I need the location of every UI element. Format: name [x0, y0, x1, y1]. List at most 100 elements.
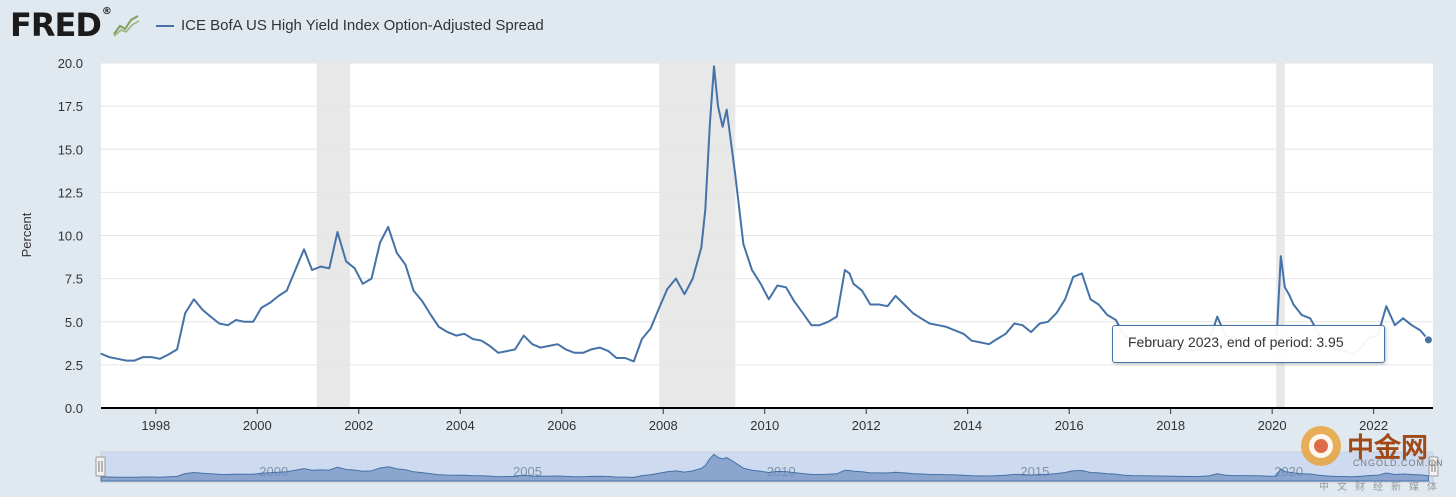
data-point — [260, 307, 263, 309]
chart-header: FRED® ICE BofA US High Yield Index Optio… — [0, 0, 1456, 54]
data-point — [675, 277, 677, 280]
data-point — [1021, 324, 1024, 326]
data-point — [1385, 305, 1388, 307]
data-point — [480, 340, 483, 342]
data-point — [108, 356, 110, 358]
data-point — [167, 353, 170, 356]
fred-graph-icon — [112, 12, 142, 38]
data-point — [252, 321, 254, 323]
data-point — [1005, 333, 1007, 335]
data-point — [573, 352, 576, 354]
tooltip-value: 3.95 — [1316, 334, 1344, 350]
data-point — [362, 283, 364, 285]
data-point — [472, 338, 474, 340]
series-line[interactable] — [100, 65, 1430, 363]
data-point — [971, 340, 973, 342]
x-axis-ticks: 1998 2000 2002 2004 2006 2008 2010 2012 2014 2016… — [141, 408, 1388, 433]
watermark-slogan: 中文财经新媒体 — [1319, 482, 1445, 493]
data-point — [176, 348, 178, 351]
data-point — [193, 298, 195, 301]
data-point — [522, 334, 525, 337]
data-point — [1030, 331, 1032, 333]
data-point — [311, 269, 313, 271]
data-point — [1064, 298, 1066, 301]
data-point — [928, 322, 931, 325]
y-tick-label: 0.0 — [65, 401, 83, 416]
data-point — [1013, 322, 1016, 325]
data-point — [1300, 314, 1303, 316]
legend-swatch — [156, 24, 174, 27]
data-point — [446, 331, 449, 333]
data-point — [117, 358, 119, 360]
x-tick-label: 2004 — [446, 418, 475, 433]
data-point — [345, 260, 347, 263]
hover-marker — [1423, 335, 1433, 345]
data-point — [979, 341, 982, 344]
fred-logo-text: FRED — [10, 6, 102, 44]
data-point — [497, 352, 500, 354]
y-tick-label: 17.5 — [58, 99, 83, 114]
data-point — [818, 324, 821, 326]
x-tick-label: 2014 — [953, 418, 982, 433]
data-point — [1284, 286, 1286, 288]
data-point — [912, 312, 914, 314]
data-point — [218, 322, 220, 325]
data-point — [1072, 276, 1074, 278]
data-point — [396, 252, 398, 254]
data-point — [607, 350, 610, 352]
data-point — [565, 348, 567, 351]
data-point — [590, 348, 592, 351]
data-point — [1394, 324, 1396, 326]
data-point — [286, 290, 288, 292]
data-point — [556, 343, 559, 345]
data-point — [852, 283, 855, 285]
data-point — [354, 267, 356, 269]
y-tick-label: 10.0 — [58, 229, 83, 244]
data-point — [844, 269, 846, 271]
data-point — [725, 108, 728, 111]
data-point — [370, 277, 373, 280]
x-tick-label: 2018 — [1156, 418, 1185, 433]
fred-logo[interactable]: FRED® — [10, 6, 112, 44]
navigator-handle-left[interactable] — [95, 456, 106, 477]
x-tick-label: 2010 — [750, 418, 779, 433]
watermark-url: CNGOLD.COM.CN — [1353, 458, 1444, 468]
data-point — [827, 321, 829, 323]
data-point — [438, 326, 440, 328]
data-point — [633, 360, 635, 363]
data-point — [184, 312, 186, 314]
data-point — [531, 343, 534, 345]
data-point — [768, 298, 770, 301]
data-point — [836, 315, 838, 318]
data-point — [142, 356, 144, 358]
data-point — [878, 303, 880, 306]
legend[interactable]: ICE BofA US High Yield Index Option-Adju… — [156, 17, 544, 34]
data-point — [1106, 314, 1108, 316]
data-point — [1288, 293, 1290, 295]
data-point — [1055, 312, 1058, 314]
data-point — [920, 317, 922, 319]
data-point — [861, 290, 863, 292]
y-tick-label: 15.0 — [58, 142, 83, 157]
data-point — [421, 300, 423, 302]
data-point — [294, 269, 297, 271]
data-point — [303, 248, 305, 250]
data-point — [1410, 324, 1413, 326]
data-point — [615, 357, 618, 359]
data-point — [1047, 321, 1049, 323]
data-point — [328, 267, 331, 269]
data-point — [1097, 303, 1100, 306]
data-point — [869, 303, 871, 306]
data-point — [945, 326, 948, 328]
navigator-handle-right[interactable] — [1428, 456, 1439, 477]
data-point — [649, 327, 652, 330]
data-point — [848, 272, 851, 275]
data-point — [412, 290, 415, 292]
y-gridlines — [101, 62, 1433, 366]
data-point — [1115, 319, 1117, 321]
data-point — [734, 174, 736, 176]
data-point — [1081, 272, 1083, 275]
x-tick-label: 2012 — [852, 418, 881, 433]
data-point — [125, 359, 128, 362]
